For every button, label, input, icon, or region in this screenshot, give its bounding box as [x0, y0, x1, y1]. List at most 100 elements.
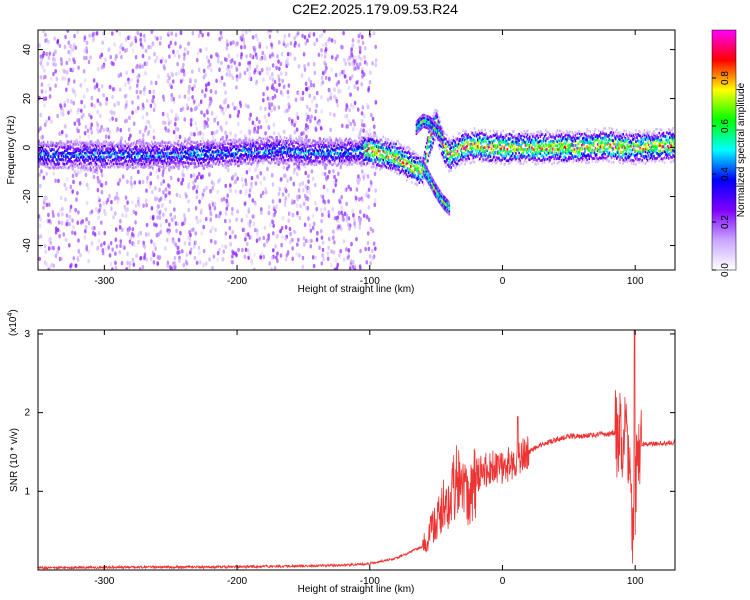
noise-speck: [286, 178, 289, 183]
ridge-cell: [114, 156, 117, 160]
noise-speck: [61, 212, 64, 217]
ridge-cell: [302, 156, 305, 160]
noise-speck: [228, 72, 231, 78]
noise-speck: [145, 111, 149, 117]
ridge-cell: [235, 140, 238, 143]
noise-speck: [188, 241, 191, 247]
ridge-cell: [94, 149, 97, 152]
ridge-cell: [118, 143, 120, 147]
ridge-cell: [120, 153, 122, 157]
ridge-cell: [111, 147, 114, 151]
ridge-cell: [342, 160, 344, 164]
noise-speck: [323, 30, 326, 34]
ridge-cell: [234, 141, 237, 145]
ridge-cell: [328, 145, 330, 148]
ridge-cell: [127, 154, 130, 158]
noise-speck: [372, 241, 376, 246]
ridge-cell: [173, 141, 175, 144]
ridge-cell: [399, 152, 402, 156]
ridge-cell: [191, 145, 193, 148]
noise-speck: [248, 188, 252, 193]
noise-speck: [221, 243, 224, 249]
noise-speck: [96, 188, 100, 193]
ridge-cell: [212, 160, 215, 163]
ridge-cell: [92, 159, 95, 163]
ridge-cell: [108, 162, 111, 166]
ridge-cell: [188, 156, 190, 159]
noise-speck: [361, 40, 365, 46]
ridge-cell: [100, 160, 102, 164]
noise-speck: [141, 44, 144, 50]
ridge-cell: [375, 160, 377, 164]
ridge-cell: [63, 149, 66, 153]
noise-speck: [150, 30, 154, 34]
ridge-cell: [437, 144, 440, 148]
ridge-cell: [61, 165, 64, 169]
ridge-cell: [199, 154, 202, 158]
ridge-cell: [382, 143, 385, 146]
noise-speck: [315, 206, 319, 212]
ridge-cell: [118, 155, 120, 159]
noise-speck: [322, 256, 325, 262]
noise-speck: [59, 57, 63, 62]
noise-speck: [77, 248, 81, 254]
noise-speck: [79, 168, 83, 174]
ridge-cell: [42, 149, 45, 153]
noise-speck: [137, 240, 140, 245]
noise-speck: [321, 194, 325, 200]
noise-speck: [214, 227, 217, 233]
ridge-cell: [332, 144, 335, 148]
noise-speck: [168, 199, 172, 204]
ridge-cell: [196, 144, 199, 147]
noise-speck: [312, 62, 316, 67]
noise-speck: [173, 122, 177, 127]
noise-speck: [188, 84, 191, 90]
ridge-cell: [171, 158, 173, 162]
ridge-cell: [419, 163, 422, 167]
noise-speck: [187, 235, 190, 240]
noise-speck: [72, 179, 75, 185]
noise-speck: [313, 116, 317, 121]
ridge-cell: [138, 159, 140, 163]
ridge-cell: [176, 158, 179, 162]
ridge-cell: [285, 152, 288, 156]
noise-speck: [193, 99, 196, 104]
noise-speck: [314, 255, 318, 261]
ridge-cell: [315, 154, 318, 157]
ridge-cell: [419, 170, 422, 174]
ridge-cell: [268, 139, 271, 143]
noise-speck: [172, 49, 175, 55]
ridge-cell: [429, 151, 431, 154]
ridge-cell: [189, 151, 191, 155]
ridge-cell: [150, 155, 153, 159]
ridge-cell: [217, 143, 220, 146]
ridge-cell: [325, 139, 327, 142]
ridge-cell: [76, 141, 79, 145]
ridge-cell: [362, 145, 364, 149]
ridge-cell: [393, 154, 395, 158]
noise-speck: [329, 111, 332, 117]
noise-speck: [276, 30, 279, 34]
noise-speck: [187, 90, 191, 95]
noise-speck: [193, 106, 197, 112]
noise-speck: [72, 89, 76, 94]
noise-speck: [346, 222, 350, 227]
ridge-cell: [72, 163, 75, 167]
ridge-cell: [129, 155, 132, 159]
noise-speck: [315, 103, 319, 108]
ridge-cell: [211, 151, 214, 155]
ridge-cell: [347, 141, 350, 145]
noise-speck: [371, 228, 375, 234]
noise-speck: [262, 91, 265, 97]
ridge-cell: [194, 155, 197, 159]
ridge-cell: [253, 147, 256, 151]
ridge-cell: [42, 140, 45, 144]
noise-speck: [125, 99, 128, 105]
ridge-cell: [93, 142, 96, 146]
ridge-cell: [78, 153, 81, 156]
ridge-cell: [422, 176, 425, 180]
noise-speck: [281, 78, 284, 84]
noise-speck: [48, 51, 52, 56]
ridge-cell: [92, 153, 95, 157]
noise-speck: [97, 238, 101, 243]
